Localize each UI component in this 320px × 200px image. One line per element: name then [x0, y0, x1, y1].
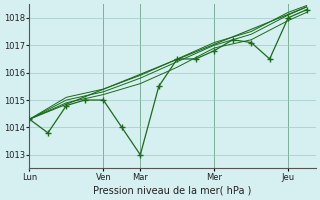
X-axis label: Pression niveau de la mer( hPa ): Pression niveau de la mer( hPa ) [93, 186, 252, 196]
